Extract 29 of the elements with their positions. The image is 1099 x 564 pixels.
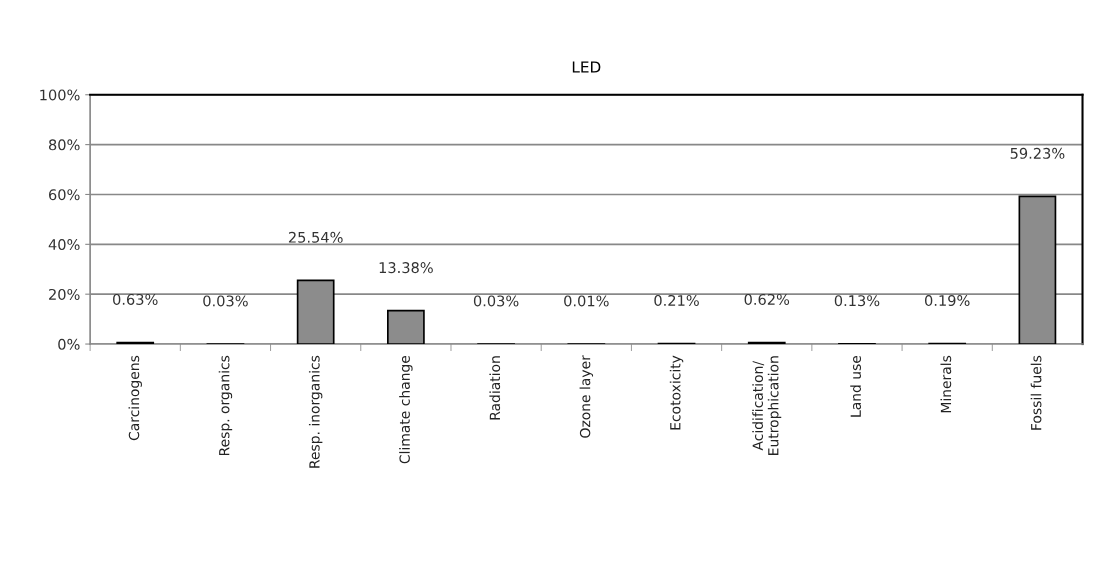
x-tick-label: Ozone layer: [579, 355, 594, 438]
data-label: 59.23%: [1010, 147, 1065, 159]
y-tick-label: 40%: [48, 239, 80, 251]
x-tick-label: Fossil fuels: [1030, 355, 1042, 430]
x-tick-label: Acidification/ Eutrophication: [752, 356, 782, 455]
y-tick-label: 60%: [49, 189, 80, 201]
data-label: 0.63%: [113, 293, 158, 305]
x-tick-label: Ecotoxicity: [669, 355, 684, 430]
data-label: 0.19%: [924, 294, 970, 307]
data-label: 0.03%: [203, 295, 248, 307]
x-tick-label: Radiation: [489, 356, 501, 420]
x-tick-label: Land use: [850, 355, 861, 417]
x-tick-label: Resp. inorganics: [308, 355, 323, 468]
y-tick-label: 0%: [58, 338, 80, 350]
data-label: 0.01%: [564, 295, 609, 307]
data-label: 0.03%: [473, 295, 519, 307]
data-label: 25.54%: [288, 231, 343, 243]
data-label: 13.38%: [379, 262, 433, 274]
y-tick-label: 20%: [49, 288, 80, 300]
y-tick-label: 80%: [48, 139, 80, 151]
x-tick-label: Climate change: [399, 355, 413, 464]
data-label: 0.13%: [834, 295, 880, 307]
data-label: 0.62%: [744, 293, 790, 305]
x-tick-label: Carcinogens: [128, 355, 142, 441]
chart-title: LED: [572, 61, 601, 73]
x-tick-label: Minerals: [940, 355, 952, 413]
y-tick-label: 100%: [40, 89, 80, 101]
data-label: 0.21%: [654, 294, 699, 306]
x-tick-label: Resp. organics: [218, 355, 233, 456]
